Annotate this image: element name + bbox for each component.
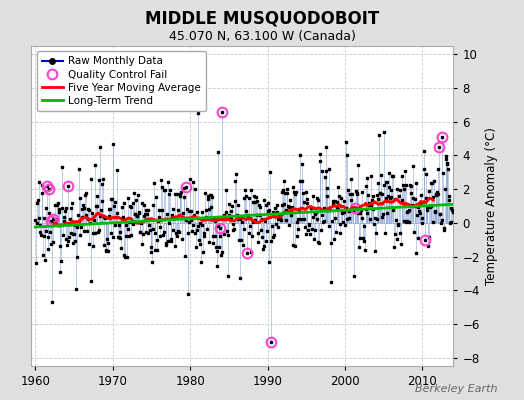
Text: Berkeley Earth: Berkeley Earth <box>416 384 498 394</box>
Text: 45.070 N, 63.100 W (Canada): 45.070 N, 63.100 W (Canada) <box>169 30 355 43</box>
Y-axis label: Temperature Anomaly (°C): Temperature Anomaly (°C) <box>485 127 498 285</box>
Legend: Raw Monthly Data, Quality Control Fail, Five Year Moving Average, Long-Term Tren: Raw Monthly Data, Quality Control Fail, … <box>37 51 206 111</box>
Text: MIDDLE MUSQUODOBOIT: MIDDLE MUSQUODOBOIT <box>145 10 379 28</box>
